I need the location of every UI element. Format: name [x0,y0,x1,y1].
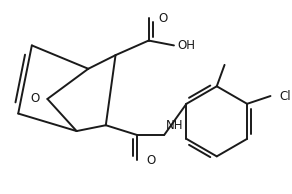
Text: O: O [158,12,168,25]
Text: O: O [147,154,156,167]
Text: OH: OH [178,39,196,52]
Text: NH: NH [166,119,184,132]
Text: O: O [30,93,40,106]
Text: Cl: Cl [279,89,291,102]
